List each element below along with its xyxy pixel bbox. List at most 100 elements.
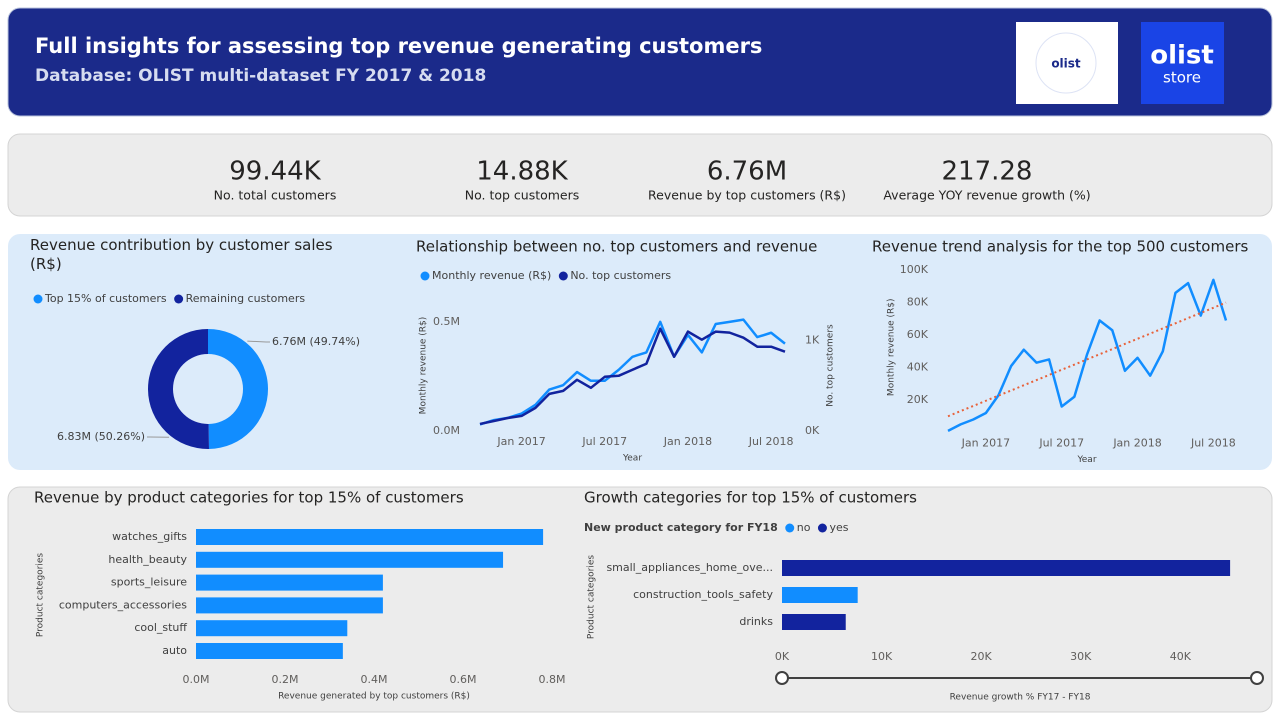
- y2-tick-label: 1K: [805, 334, 820, 347]
- x-tick-label: Jan 2017: [961, 437, 1010, 450]
- y-tick-label: small_appliances_home_ove...: [606, 561, 773, 574]
- slider-handle[interactable]: [1250, 671, 1264, 685]
- kpi-label: Average YOY revenue growth (%): [883, 188, 1090, 203]
- legend-marker: [817, 523, 827, 533]
- y-tick-label: 100K: [900, 263, 929, 276]
- x-tick-label: Jan 2017: [496, 435, 545, 448]
- x-tick-label: 0.2M: [272, 673, 299, 686]
- logo-right-text: olist: [1150, 41, 1214, 71]
- bar[interactable]: [196, 574, 383, 591]
- x-tick-label: 30K: [1070, 650, 1092, 663]
- kpi-value: 6.76M: [707, 157, 787, 187]
- legend-label: No. top customers: [570, 269, 671, 282]
- x-tick-label: 20K: [971, 650, 993, 663]
- header-panel: [7, 7, 1273, 117]
- chart-title: Growth categories for top 15% of custome…: [584, 489, 917, 507]
- x-tick-label: Jan 2018: [663, 435, 712, 448]
- bar[interactable]: [782, 614, 846, 630]
- x-axis-title: Year: [622, 454, 642, 464]
- x-tick-label: Jul 2017: [1038, 437, 1084, 450]
- bar[interactable]: [782, 587, 858, 603]
- line-series: [479, 327, 786, 426]
- x-tick-label: Jan 2018: [1112, 437, 1161, 450]
- y-tick-label: cool_stuff: [134, 621, 187, 634]
- bar[interactable]: [782, 560, 1231, 576]
- legend-title: New product category for FY18: [584, 521, 778, 534]
- bar[interactable]: [196, 529, 544, 545]
- kpi-value: 99.44K: [229, 157, 321, 187]
- donut-slice: [148, 329, 209, 449]
- data-label: 6.83M (50.26%): [57, 430, 145, 443]
- x-tick-label: 0K: [775, 650, 790, 663]
- y-tick-label: construction_tools_safety: [633, 588, 773, 601]
- kpi-panel: [7, 133, 1273, 217]
- y-tick-label: auto: [162, 644, 187, 657]
- logo-left: [1016, 22, 1118, 104]
- x-tick-label: Jul 2018: [748, 435, 794, 448]
- bar[interactable]: [196, 597, 383, 614]
- x-axis-title: Revenue generated by top customers (R$): [278, 692, 470, 702]
- x-tick-label: 10K: [871, 650, 893, 663]
- kpi-value: 14.88K: [476, 157, 568, 187]
- y-tick-label: watches_gifts: [112, 530, 187, 543]
- logo-ring: [1035, 32, 1097, 94]
- y-tick-label: 80K: [907, 296, 929, 309]
- y-axis-title: Monthly revenue (R$): [887, 298, 897, 396]
- kpi-label: Revenue by top customers (R$): [648, 188, 846, 203]
- chart-title: Revenue contribution by customer sales (…: [30, 236, 333, 273]
- leader-line: [247, 340, 270, 343]
- y-tick-label: 20K: [907, 393, 929, 406]
- kpi-value: 217.28: [942, 157, 1033, 187]
- y-axis-title: Product categories: [587, 555, 597, 640]
- slider-handle[interactable]: [775, 671, 789, 685]
- y2-tick-label: 0K: [805, 424, 820, 437]
- y-tick-label: 40K: [907, 361, 929, 374]
- x-tick-label: Jul 2018: [1190, 437, 1236, 450]
- bar[interactable]: [196, 551, 504, 568]
- chart-title: Revenue trend analysis for the top 500 c…: [872, 238, 1248, 256]
- x-tick-label: 0.0M: [183, 673, 210, 686]
- header-title: Full insights for assessing top revenue …: [35, 34, 762, 58]
- line-series: [479, 318, 786, 426]
- y-axis-title: Product categories: [36, 553, 46, 638]
- legend-label: Monthly revenue (R$): [432, 269, 551, 282]
- legend-marker: [33, 294, 43, 304]
- kpi-label: No. top customers: [465, 188, 580, 203]
- header-subtitle: Database: OLIST multi-dataset FY 2017 & …: [35, 66, 486, 86]
- x-axis-title: Year: [1076, 455, 1096, 465]
- y-axis-title: Monthly revenue (R$): [419, 317, 429, 415]
- bar[interactable]: [196, 620, 348, 637]
- data-label: 6.76M (49.74%): [272, 335, 360, 348]
- y-tick-label: drinks: [739, 615, 773, 628]
- logo-left-text: olist: [1051, 57, 1081, 71]
- y-tick-label: 60K: [907, 328, 929, 341]
- donut-slice: [208, 329, 269, 449]
- trend-line: [947, 301, 1227, 418]
- legend-marker: [785, 523, 795, 533]
- legend-label: no: [797, 521, 811, 534]
- bar[interactable]: [196, 643, 343, 659]
- kpi-label: No. total customers: [214, 188, 337, 203]
- chart-title: Revenue by product categories for top 15…: [34, 489, 464, 507]
- legend-marker: [558, 271, 568, 281]
- y-tick-label: 0.5M: [433, 315, 460, 328]
- legend-label: yes: [829, 521, 848, 534]
- y-tick-label: health_beauty: [108, 553, 187, 566]
- logo-right: [1141, 22, 1224, 104]
- legend-marker: [174, 294, 184, 304]
- legend-marker: [420, 271, 430, 281]
- legend-label: Top 15% of customers: [44, 292, 167, 305]
- logo-right-subtext: store: [1163, 69, 1201, 87]
- y-tick-label: computers_accessories: [59, 598, 187, 611]
- y2-axis-title: No. top customers: [826, 324, 836, 407]
- legend-label: Remaining customers: [186, 292, 306, 305]
- trend-panel: [8, 234, 1272, 470]
- x-tick-label: 0.8M: [539, 673, 566, 686]
- y-tick-label: 0.0M: [433, 424, 460, 437]
- chart-title: Relationship between no. top customers a…: [416, 238, 817, 256]
- x-tick-label: Jul 2017: [581, 435, 627, 448]
- line-series: [947, 278, 1228, 432]
- chart-title-box: Revenue contribution by customer sales (…: [30, 236, 333, 273]
- x-tick-label: 40K: [1170, 650, 1192, 663]
